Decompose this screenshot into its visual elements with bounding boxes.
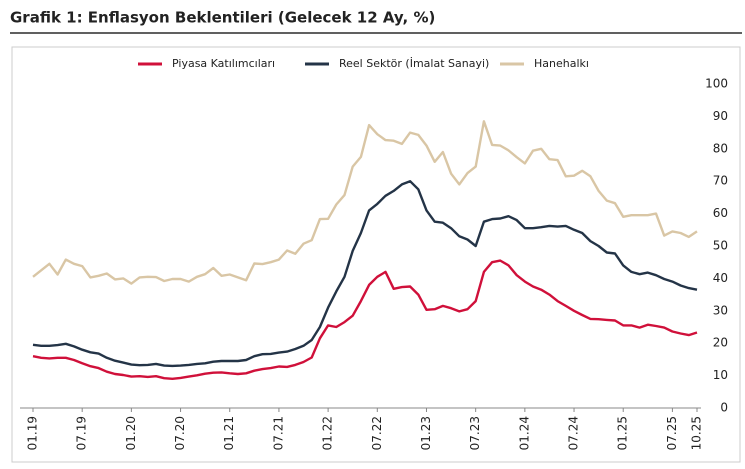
x-tick-label: 01.24: [517, 416, 531, 450]
chart-title: Grafik 1: Enflasyon Beklentileri (Gelece…: [10, 9, 435, 27]
y-tick-label: 10: [713, 368, 728, 382]
x-tick-label: 01.25: [616, 416, 630, 450]
x-tick-label: 01.21: [222, 416, 236, 450]
x-tick-label: 07.24: [567, 416, 581, 450]
legend-label: Piyasa Katılımcıları: [172, 57, 275, 70]
x-tick-label: 07.21: [271, 416, 285, 450]
x-tick-label: 07.20: [173, 416, 187, 450]
plot-frame: [11, 46, 741, 463]
x-tick-label: 07.22: [370, 416, 384, 450]
series-line: [32, 180, 698, 368]
y-tick-label: 60: [713, 206, 728, 220]
y-tick-label: 90: [713, 109, 728, 123]
x-tick-label: 07.23: [468, 416, 482, 450]
y-tick-label: 70: [713, 174, 728, 188]
y-tick-label: 20: [713, 336, 728, 350]
y-tick-label: 100: [705, 77, 728, 91]
y-tick-label: 40: [713, 271, 728, 285]
y-tick-label: 0: [720, 401, 728, 415]
x-tick-label: 01.20: [124, 416, 138, 450]
x-tick-label: 07.19: [75, 416, 89, 450]
legend-label: Reel Sektör (İmalat Sanayi): [339, 57, 489, 70]
legend-label: Hanehalkı: [534, 57, 589, 70]
x-tick-label: 07.25: [665, 416, 679, 450]
series-line: [32, 120, 698, 285]
series-line: [32, 259, 698, 380]
x-tick-label: 10.25: [690, 416, 704, 450]
x-tick-label: 01.23: [419, 416, 433, 450]
y-tick-label: 50: [713, 239, 728, 253]
y-tick-label: 30: [713, 303, 728, 317]
x-tick-label: 01.19: [26, 416, 40, 450]
y-tick-label: 80: [713, 141, 728, 155]
x-tick-label: 01.22: [321, 416, 335, 450]
